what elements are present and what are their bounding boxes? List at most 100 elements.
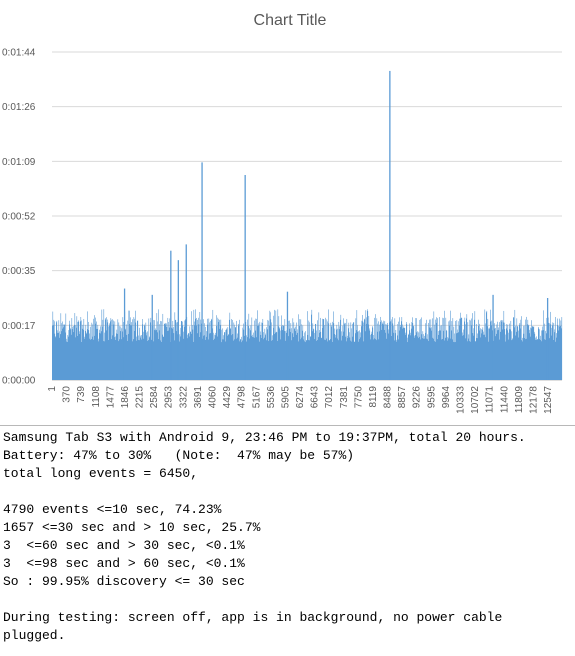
bar — [226, 328, 228, 380]
bar — [237, 337, 239, 380]
bar — [355, 333, 356, 380]
bar — [400, 324, 401, 380]
bar — [356, 310, 358, 380]
bar — [531, 320, 532, 380]
bar — [199, 311, 201, 380]
bar — [466, 318, 467, 380]
bar — [172, 320, 174, 380]
y-tick-label: 0:01:44 — [2, 48, 36, 59]
bar — [115, 336, 116, 380]
bar — [480, 337, 482, 380]
bar — [456, 320, 458, 380]
bar — [148, 340, 149, 380]
bar — [188, 333, 190, 380]
bar — [506, 323, 508, 380]
bar — [115, 340, 117, 380]
bar — [295, 331, 297, 380]
bar — [434, 324, 436, 380]
bar — [325, 317, 326, 380]
bar — [100, 326, 101, 380]
x-tick-label: 10702 — [470, 386, 481, 414]
bar — [516, 331, 517, 380]
bar — [346, 318, 348, 380]
bar — [410, 335, 412, 380]
x-tick-label: 2215 — [135, 386, 146, 409]
bar — [95, 317, 96, 380]
bar — [494, 323, 495, 380]
bar — [176, 331, 178, 380]
notes-under-98-line: 3 <=98 sec and > 60 sec, <0.1% — [3, 556, 245, 571]
bar — [340, 319, 341, 380]
bar — [137, 320, 138, 380]
bar — [241, 336, 242, 380]
bar — [426, 319, 427, 380]
bar — [220, 324, 221, 380]
bar — [60, 334, 61, 380]
bar — [447, 337, 449, 380]
bar — [255, 330, 256, 380]
y-tick-label: 0:00:35 — [2, 266, 36, 277]
y-axis-tick-labels: 0:00:00 0:00:17 0:00:35 0:00:52 0:01:09 0:01:… — [2, 48, 36, 387]
bar — [251, 317, 253, 380]
bar — [227, 327, 229, 380]
bar — [222, 328, 223, 380]
bar — [234, 324, 235, 380]
bar — [538, 328, 540, 380]
bar — [193, 341, 194, 380]
bar — [417, 331, 419, 380]
bar — [134, 330, 135, 380]
bar — [288, 336, 290, 380]
bar — [422, 338, 423, 380]
notes-under-60-line: 3 <=60 sec and > 30 sec, <0.1% — [3, 538, 245, 553]
bar — [476, 324, 477, 380]
bar — [330, 339, 331, 380]
bar — [264, 328, 266, 380]
bar — [128, 333, 129, 380]
bar — [54, 333, 56, 380]
bar — [376, 318, 378, 380]
bar — [145, 322, 147, 380]
x-tick-label: 1846 — [120, 386, 131, 409]
bar — [454, 333, 455, 380]
bar — [297, 329, 299, 380]
bar — [143, 331, 144, 380]
bar — [449, 320, 451, 380]
bar — [216, 315, 217, 380]
notes-battery-line: Battery: 47% to 30% (Note: 47% may be 57… — [3, 448, 355, 463]
bar — [477, 333, 478, 380]
bar — [460, 312, 461, 380]
bar — [422, 331, 424, 380]
bar — [176, 322, 177, 380]
bar — [91, 322, 93, 380]
bar — [112, 335, 114, 380]
bar — [92, 324, 93, 380]
bar — [276, 331, 277, 380]
bar — [85, 324, 87, 380]
bar — [398, 321, 399, 380]
bar — [439, 317, 440, 380]
bar — [223, 339, 225, 380]
bar — [518, 337, 519, 380]
bar — [284, 330, 285, 380]
bar — [408, 334, 409, 380]
bar — [416, 332, 418, 380]
bar — [483, 331, 484, 380]
spike-bar — [185, 244, 187, 380]
x-tick-label: 3322 — [178, 386, 189, 409]
bar — [310, 336, 311, 380]
bar — [200, 319, 202, 380]
bar — [399, 330, 401, 380]
bar — [457, 332, 459, 380]
bar — [73, 326, 74, 380]
bar — [452, 318, 454, 380]
bar — [555, 341, 557, 380]
bar — [314, 339, 316, 380]
bar — [475, 341, 477, 380]
bar — [275, 310, 277, 380]
bar — [193, 309, 195, 380]
bar — [166, 327, 168, 380]
bar — [116, 329, 118, 380]
bar — [120, 326, 122, 380]
bar — [301, 324, 302, 380]
bar — [525, 319, 526, 380]
